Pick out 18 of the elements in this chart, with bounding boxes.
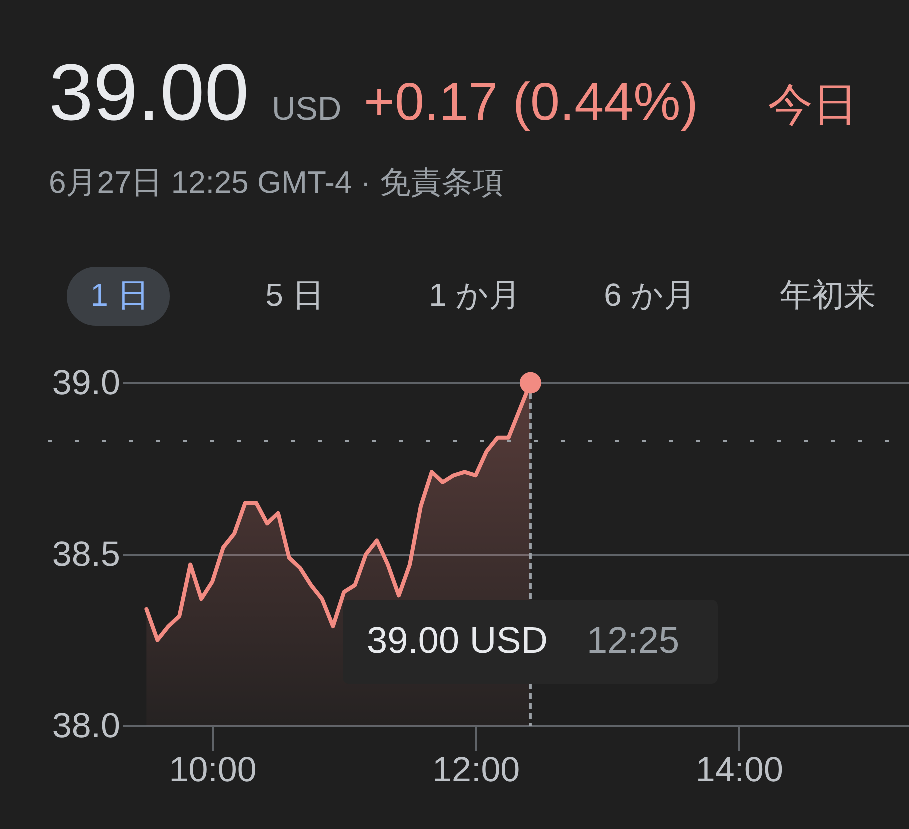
y-tick-label: 38.5 [52,535,120,574]
text: 6 か月 [604,277,696,313]
text: 5 日 [266,277,324,313]
text: +0.17 (0.44%) [364,73,698,132]
annotation: 12:25 [587,620,680,661]
annotation: 39.00 USD [367,620,548,661]
text: 1 か月 [429,277,521,313]
text: USD [272,90,342,127]
chart-title: 39.00 [49,48,250,137]
y-tick-label: 39.0 [52,364,120,402]
text: 1 日 [90,277,150,313]
x-tick-label: 10:00 [169,750,257,790]
chart-subtitle: 6月27日 12:25 GMT-4 · 免責条項 [49,165,504,200]
text: 年初来 [780,277,876,313]
y-tick-label: 38.0 [52,706,120,746]
text: 今日 [768,79,858,130]
x-tick-label: 14:00 [696,750,784,790]
x-tick-label: 12:00 [432,750,520,790]
